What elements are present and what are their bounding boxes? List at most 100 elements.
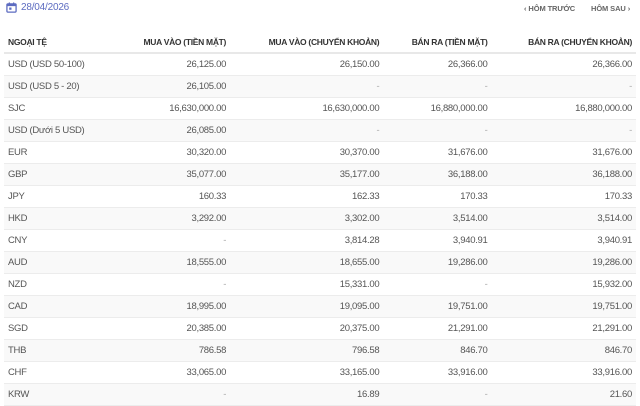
column-header: NGOẠI TỆ (4, 31, 114, 54)
rate-cell: 796.58 (230, 339, 384, 362)
rate-cell: 36,188.00 (491, 163, 636, 186)
column-header: MUA VÀO (TIỀN MẶT) (113, 31, 231, 54)
date-picker[interactable]: 28/04/2026 (6, 2, 69, 13)
table-row: KRW -16.89-21.60 (4, 383, 636, 406)
rate-cell: 18,655.00 (230, 251, 384, 274)
rate-cell: 26,125.00 (113, 53, 231, 76)
previous-day-button[interactable]: ‹ HÔM TRƯỚC (524, 4, 575, 13)
next-day-label: HÔM SAU (591, 4, 626, 13)
rate-cell: 16,880,000.00 (383, 97, 492, 120)
currency-name: AUD (4, 251, 114, 274)
table-row: SGD 20,385.00 20,375.00 21,291.00 21,291.00 (4, 317, 636, 340)
rate-cell: 19,751.00 (383, 295, 492, 318)
rate-cell: 846.70 (491, 339, 636, 362)
column-header: BÁN RA (CHUYỂN KHOẢN) (491, 31, 636, 54)
next-day-button[interactable]: HÔM SAU › (591, 4, 630, 13)
rate-cell: 30,320.00 (113, 141, 231, 164)
rate-cell: 21,291.00 (491, 317, 636, 340)
currency-name: SGD (4, 317, 114, 340)
rate-cell: 21,291.00 (383, 317, 492, 340)
rate-cell: - (113, 229, 231, 252)
rate-cell: 26,366.00 (491, 53, 636, 76)
table-row: AUD 18,555.00 18,655.00 19,286.00 19,286.00 (4, 251, 636, 274)
selected-date: 28/04/2026 (21, 2, 70, 13)
rate-cell: - (383, 273, 492, 296)
currency-name: JPY (4, 185, 114, 208)
calendar-icon (6, 2, 17, 13)
date-navigation-bar: 28/04/2026 ‹ HÔM TRƯỚC HÔM SAU › (0, 0, 640, 18)
rate-cell: 3,302.00 (230, 207, 384, 230)
table-header-row: NGOẠI TỆ MUA VÀO (TIỀN MẶT) MUA VÀO (CHUYỂ… (4, 31, 636, 54)
currency-name: USD (USD 50-100) (4, 53, 114, 76)
rate-cell: 19,095.00 (230, 295, 384, 318)
chevron-right-icon: › (625, 4, 631, 13)
table-row: THB 786.58 796.58 846.70 846.70 (4, 339, 636, 362)
rate-cell: 170.33 (383, 185, 492, 208)
rate-cell: 19,286.00 (491, 251, 636, 274)
rate-cell: 20,385.00 (113, 317, 231, 340)
rate-cell: - (383, 383, 492, 406)
currency-name: CAD (4, 295, 114, 318)
chevron-left-icon: ‹ (524, 4, 529, 13)
table-row: CAD 18,995.00 19,095.00 19,751.00 19,751.00 (4, 295, 636, 318)
rate-cell: 21.60 (491, 383, 636, 406)
table-row: CNY -3,814.28 3,940.91 3,940.91 (4, 229, 636, 252)
rate-cell: 15,331.00 (230, 273, 384, 296)
rate-cell: 19,286.00 (383, 251, 492, 274)
column-header: BÁN RA (TIỀN MẶT) (383, 31, 492, 54)
table-row: CHF 33,065.00 33,165.00 33,916.00 33,916.00 (4, 361, 636, 384)
table-row: USD (USD 50-100) 26,125.00 26,150.00 26,366… (4, 53, 636, 76)
table-row: EUR 30,320.00 30,370.00 31,676.00 31,676.00 (4, 141, 636, 164)
rate-cell: 16,880,000.00 (491, 97, 636, 120)
table-row: GBP 35,077.00 35,177.00 36,188.00 36,188.00 (4, 163, 636, 186)
rate-cell: 15,932.00 (491, 273, 636, 296)
exchange-rate-table: NGOẠI TỆ MUA VÀO (TIỀN MẶT) MUA VÀO (CHUYỂ… (4, 31, 636, 406)
rate-cell: - (230, 119, 384, 142)
table-row: JPY 160.33 162.33 170.33 170.33 (4, 185, 636, 208)
table-row: SJC 16,630,000.00 16,630,000.00 16,880,000.… (4, 97, 636, 120)
rate-cell: 36,188.00 (383, 163, 492, 186)
currency-name: USD (USD 5 - 20) (4, 75, 114, 98)
previous-day-label: HÔM TRƯỚC (528, 4, 576, 13)
rate-cell: 20,375.00 (230, 317, 384, 340)
currency-name: CHF (4, 361, 114, 384)
rate-cell: 33,916.00 (491, 361, 636, 384)
currency-name: KRW (4, 383, 114, 406)
rate-cell: 160.33 (113, 185, 231, 208)
rate-cell: 33,165.00 (230, 361, 384, 384)
rate-cell: 3,292.00 (113, 207, 231, 230)
rate-cell: 35,077.00 (113, 163, 231, 186)
rate-cell: 26,366.00 (383, 53, 492, 76)
rate-cell: 31,676.00 (383, 141, 492, 164)
table-row: HKD 3,292.00 3,302.00 3,514.00 3,514.00 (4, 207, 636, 230)
rate-cell: 33,916.00 (383, 361, 492, 384)
table-row: USD (USD 5 - 20) 26,105.00- - - (4, 75, 636, 98)
rate-cell: - (491, 119, 636, 142)
rate-cell: 3,514.00 (383, 207, 492, 230)
column-header: MUA VÀO (CHUYỂN KHOẢN) (230, 31, 384, 54)
rate-cell: 19,751.00 (491, 295, 636, 318)
currency-name: NZD (4, 273, 114, 296)
rate-cell: 3,940.91 (491, 229, 636, 252)
table-row: NZD -15,331.00-15,932.00 (4, 273, 636, 296)
rate-cell: 35,177.00 (230, 163, 384, 186)
rate-cell: 846.70 (383, 339, 492, 362)
rate-cell: 26,150.00 (230, 53, 384, 76)
rate-cell: 30,370.00 (230, 141, 384, 164)
rate-cell: - (230, 75, 384, 98)
currency-name: EUR (4, 141, 114, 164)
rate-cell: 18,555.00 (113, 251, 231, 274)
rate-cell: - (383, 75, 492, 98)
rate-cell: 18,995.00 (113, 295, 231, 318)
currency-name: SJC (4, 97, 114, 120)
rate-cell: 786.58 (113, 339, 231, 362)
rate-cell: - (383, 119, 492, 142)
rate-cell: 26,105.00 (113, 75, 231, 98)
rate-cell: 162.33 (230, 185, 384, 208)
rate-cell: - (113, 273, 231, 296)
currency-name: USD (Dưới 5 USD) (4, 119, 114, 142)
rate-cell: 33,065.00 (113, 361, 231, 384)
currency-name: HKD (4, 207, 114, 230)
rate-cell: 26,085.00 (113, 119, 231, 142)
currency-name: CNY (4, 229, 114, 252)
